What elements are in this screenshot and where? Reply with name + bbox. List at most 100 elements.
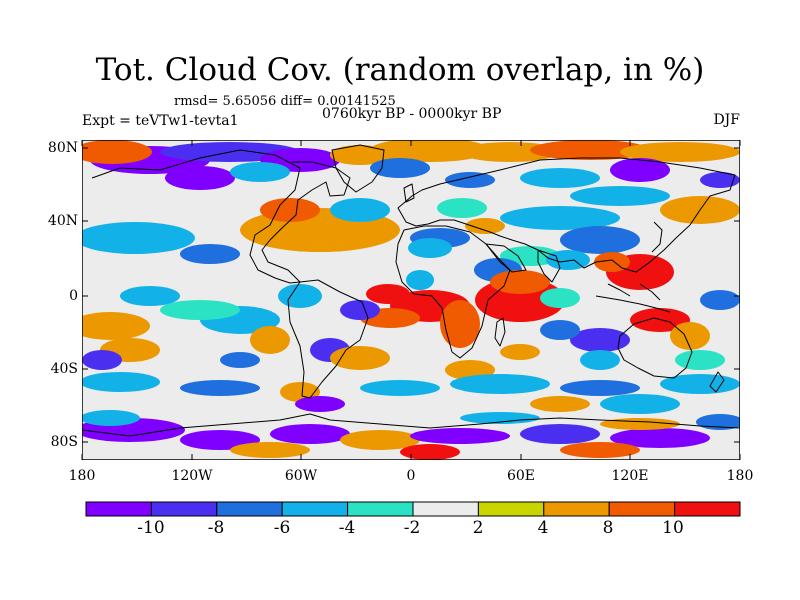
period-label: 0760kyr BP - 0000kyr BP [322, 106, 502, 122]
lon-tick-label: 120W [171, 468, 213, 484]
anomaly-patch [490, 270, 550, 294]
anomaly-patch [540, 320, 580, 340]
lat-tick-label: 0 [69, 288, 78, 304]
anomaly-patch [180, 244, 240, 264]
anomaly-patch [450, 374, 550, 394]
colorbar-swatch [347, 501, 414, 517]
colorbar-label: 10 [662, 518, 684, 538]
colorbar-swatch [543, 501, 610, 517]
anomaly-patch [560, 380, 640, 396]
colorbar-label: 8 [602, 518, 614, 538]
anomaly-patch [700, 172, 740, 188]
anomaly-patch [560, 226, 640, 254]
colorbar-swatch [608, 501, 676, 517]
colorbar-swatch [281, 501, 349, 517]
anomaly-patch [360, 380, 440, 396]
stats-label: rmsd= 5.65056 diff= 0.00141525 [174, 94, 396, 109]
anomaly-patch [465, 218, 505, 234]
anomaly-patch [520, 424, 600, 444]
anomaly-patch [546, 250, 590, 270]
map-title: Tot. Cloud Cov. (random overlap, in %) [95, 52, 705, 88]
anomaly-patch [460, 412, 540, 424]
anomaly-patch [82, 140, 152, 164]
anomaly-patch [675, 350, 725, 370]
axis-ticks [81, 140, 741, 460]
anomaly-patch [230, 162, 290, 182]
anomaly-patch [220, 352, 260, 368]
colorbar-label: -4 [338, 518, 356, 538]
anomaly-patch [330, 346, 390, 370]
lat-tick-label: 80S [50, 434, 78, 450]
lon-tick-label: 180 [68, 468, 96, 484]
anomaly-patch [370, 140, 490, 162]
lon-tick-label: 180 [726, 468, 754, 484]
anomaly-patch [160, 300, 240, 320]
anomaly-patch [670, 322, 710, 350]
anomaly-patch [600, 418, 680, 430]
anomaly-patch [570, 186, 670, 206]
colorbar-swatch [412, 501, 479, 517]
anomaly-patch [700, 290, 740, 310]
anomaly-patch [520, 168, 600, 188]
colorbar-swatch [216, 501, 283, 517]
anomaly-patch [530, 396, 590, 412]
colorbar-label: -8 [207, 518, 225, 538]
anomaly-patch [82, 222, 195, 254]
anomaly-patch [437, 198, 487, 218]
colorbar-swatch [150, 501, 218, 517]
colorbar-swatch [477, 501, 545, 517]
anomaly-patch [330, 198, 390, 222]
anomaly-patch [278, 284, 322, 308]
anomaly-patch [120, 286, 180, 306]
colorbar [85, 501, 741, 517]
colorbar-label: -6 [273, 518, 291, 538]
anomaly-patch [610, 158, 670, 182]
anomaly-patch [410, 428, 510, 444]
lon-tick-label: 60W [284, 468, 318, 484]
colorbar-label: -2 [403, 518, 421, 538]
anomaly-patch [610, 428, 710, 448]
anomaly-patch [560, 442, 640, 458]
anomaly-patch [600, 394, 680, 414]
anomaly-patch [500, 344, 540, 360]
anomaly-patch [165, 166, 235, 190]
map-field [82, 140, 740, 460]
anomaly-patch [260, 198, 320, 222]
lat-tick-label: 40S [50, 361, 78, 377]
colorbar-label: -10 [137, 518, 165, 538]
anomaly-patch [500, 246, 560, 266]
anomaly-patch [82, 410, 140, 426]
colorbar-swatch [674, 501, 741, 517]
anomaly-patch [440, 300, 480, 348]
experiment-label: Expt = teVTw1-tevta1 [82, 113, 239, 129]
anomaly-patch [230, 442, 310, 458]
colorbar-label: 2 [472, 518, 484, 538]
anomaly-patch [540, 288, 580, 308]
anomaly-patch [408, 238, 452, 258]
lon-tick-label: 0 [406, 468, 416, 484]
anomaly-patch [340, 430, 420, 450]
lat-tick-label: 40N [47, 213, 78, 229]
anomaly-patch [340, 300, 380, 320]
anomaly-patch [270, 424, 350, 444]
season-label: DJF [713, 112, 740, 128]
colorbar-swatch [85, 501, 152, 517]
anomaly-patch [250, 326, 290, 354]
anomaly-field [82, 140, 740, 460]
anomaly-patch [660, 374, 740, 394]
colorbar-label: 4 [537, 518, 549, 538]
anomaly-patch [180, 380, 260, 396]
anomaly-patch [82, 350, 122, 370]
anomaly-patch [370, 158, 430, 178]
anomaly-patch [82, 372, 160, 392]
coastlines [82, 144, 740, 437]
anomaly-patch [295, 396, 345, 412]
lat-tick-label: 80N [47, 140, 78, 156]
lon-tick-label: 120E [611, 468, 649, 484]
lon-tick-label: 60E [506, 468, 536, 484]
anomaly-patch [570, 328, 630, 352]
anomaly-patch [400, 444, 460, 460]
anomaly-patch [620, 142, 740, 162]
anomaly-patch [500, 206, 620, 230]
